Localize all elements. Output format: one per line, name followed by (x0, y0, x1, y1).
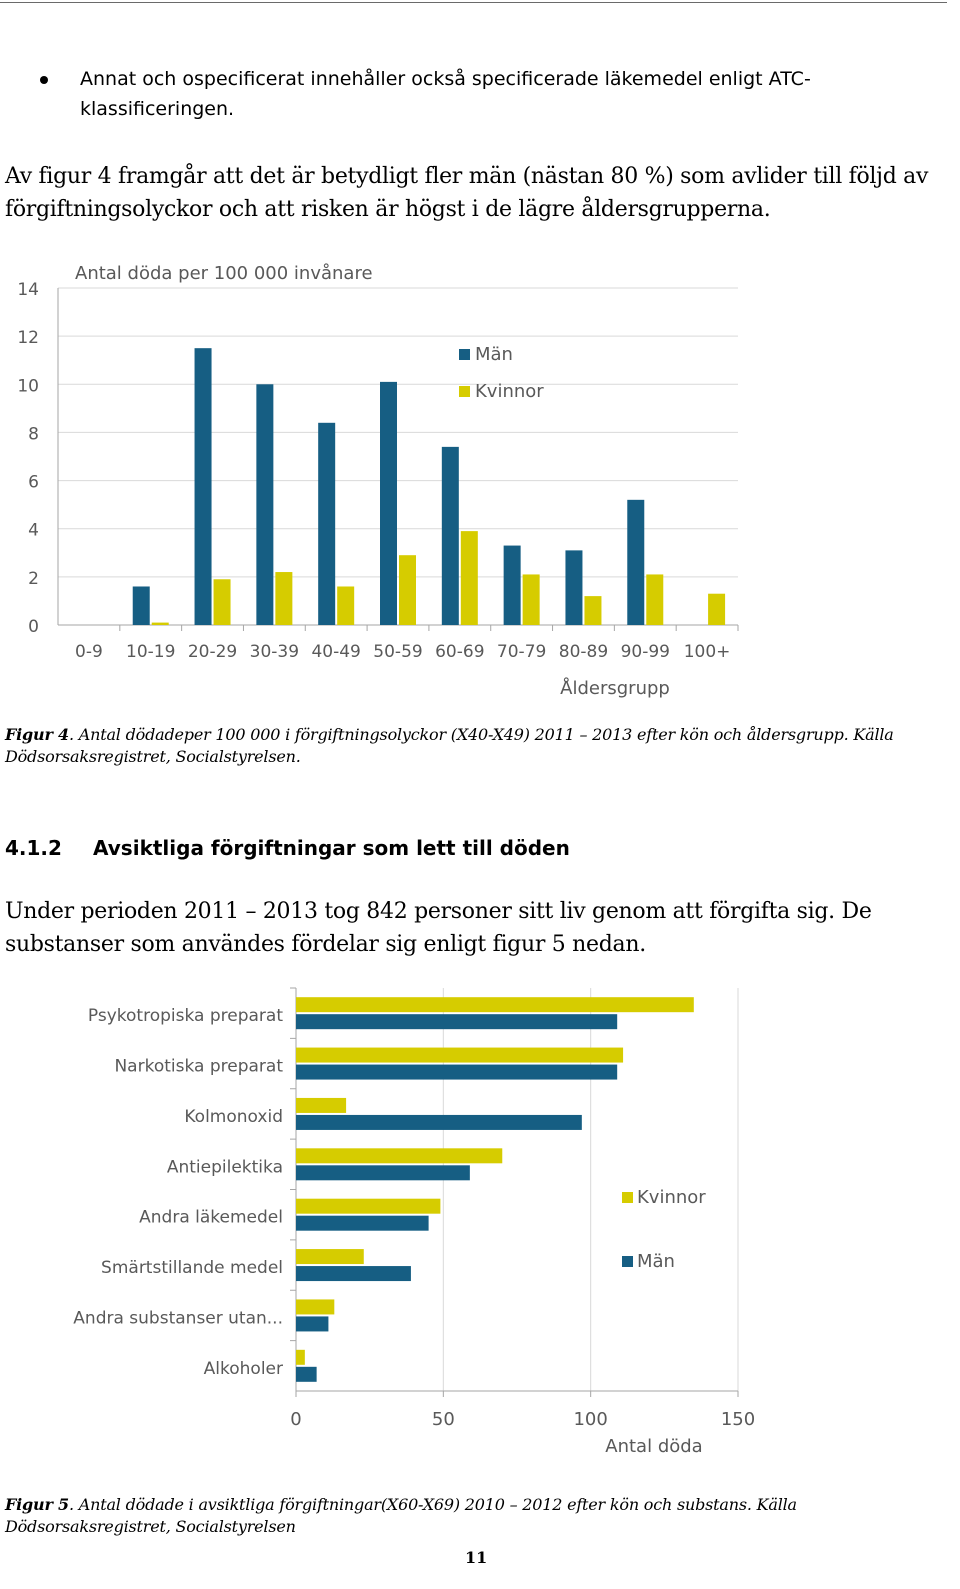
x-axis-title: Antal döda (605, 1436, 702, 1457)
paragraph-figure4-intro: Av figur 4 framgår att det är betydligt … (5, 164, 929, 222)
bar-woman (296, 1299, 335, 1315)
section-title: Avsiktliga förgiftningar som lett till d… (93, 836, 570, 860)
bar-man (256, 384, 274, 625)
bar-man (503, 545, 521, 625)
bullet-icon (40, 76, 48, 84)
legend-swatch-woman (622, 1192, 633, 1203)
x-tick-label: 10-19 (126, 642, 175, 662)
y-tick-label: 2 (28, 569, 39, 589)
y-tick-label: Alkoholer (204, 1359, 283, 1379)
section-number: 4.1.2 (5, 836, 62, 860)
figure5-svg: 0 50 100 150 Psykotropiska preparat Narkotisk… (73, 987, 755, 1457)
y-tick-label: Andra läkemedel (139, 1208, 283, 1228)
legend-swatch-man (459, 349, 470, 360)
bar-man (627, 499, 645, 625)
bar-woman (708, 593, 726, 625)
bar-woman (522, 574, 540, 625)
x-tick-label: 70-79 (497, 642, 546, 662)
bar-man (318, 422, 336, 625)
x-tick-label: 40-49 (311, 642, 360, 662)
x-axis-title: Åldersgrupp (560, 677, 670, 699)
bar-man (441, 446, 459, 625)
x-tick-label: 80-89 (559, 642, 608, 662)
bar-woman (296, 1097, 347, 1113)
y-tick-label: 6 (28, 473, 39, 493)
bar-man (296, 1064, 618, 1080)
bar-man (296, 1366, 317, 1382)
bar-woman (337, 586, 355, 625)
legend-swatch-woman (459, 386, 470, 397)
legend-label: Kvinnor (475, 381, 544, 402)
bar-man (296, 1266, 411, 1282)
y-tick-label: Kolmonoxid (184, 1107, 283, 1127)
bar-woman (296, 1047, 624, 1063)
bullet-text: Annat och ospecificerat innehåller också… (80, 68, 811, 120)
y-tick-label: Andra substanser utan... (73, 1308, 283, 1328)
bar-man (565, 550, 583, 625)
legend-swatch-man (622, 1256, 633, 1267)
x-tick-label: 0-9 (75, 642, 103, 662)
y-axis-title: Antal döda per 100 000 invånare (75, 263, 373, 284)
top-rule (0, 2, 947, 3)
bar-man (296, 1215, 429, 1231)
x-tick-label: 90-99 (621, 642, 670, 662)
figure5-caption: Figur 5. Antal dödade i avsiktliga förgi… (5, 1494, 950, 1538)
x-tick-label: 100 (573, 1409, 607, 1430)
bar-woman (584, 596, 602, 625)
bar-man (296, 1114, 582, 1130)
legend-label: Kvinnor (637, 1187, 706, 1208)
bar-man (194, 348, 212, 625)
y-tick-label: Antiepilektika (167, 1157, 283, 1177)
y-tick-label: Narkotiska preparat (114, 1057, 283, 1077)
bar-man (296, 1316, 329, 1332)
figure5-caption-text: . Antal dödade i avsiktliga förgiftninga… (5, 1495, 797, 1536)
bar-man (296, 1014, 618, 1030)
legend-label: Män (637, 1251, 675, 1272)
figure5-label: Figur 5 (5, 1495, 69, 1514)
bar-woman (296, 1198, 441, 1214)
y-tick-label: Psykotropiska preparat (88, 1006, 283, 1026)
bar-man (296, 1165, 470, 1181)
x-tick-label: 150 (721, 1409, 755, 1430)
bar-woman (399, 555, 416, 625)
x-tick-label: 50-59 (373, 642, 422, 662)
bar-man (132, 586, 150, 625)
bar-woman (460, 531, 478, 625)
figure4-label: Figur 4 (5, 725, 69, 744)
bar-woman (151, 622, 169, 625)
bar-woman (646, 574, 664, 625)
x-tick-label: 20-29 (188, 642, 237, 662)
y-tick-label: 8 (28, 424, 39, 444)
figure4-svg: 0 2 4 6 8 10 12 14 0-9 10-19 20-29 30-39 40-49 50-59 6… (17, 263, 739, 699)
figure4-caption: Figur 4. Antal dödadeper 100 000 i förgi… (5, 724, 950, 768)
paragraph-figure5-intro: Under perioden 2011 – 2013 tog 842 perso… (5, 899, 872, 957)
x-tick-label: 60-69 (435, 642, 484, 662)
x-tick-label: 0 (290, 1409, 301, 1430)
y-tick-label: 14 (17, 280, 39, 300)
bar-man (380, 381, 397, 625)
legend-label: Män (475, 344, 513, 365)
figure4-caption-text: . Antal dödadeper 100 000 i förgiftnings… (5, 725, 894, 766)
y-tick-label: 4 (28, 521, 39, 541)
x-tick-label: 30-39 (250, 642, 299, 662)
bar-woman (296, 1148, 503, 1164)
y-tick-label: Smärtstillande medel (101, 1258, 283, 1278)
bar-woman (296, 1249, 364, 1265)
x-tick-label: 50 (432, 1409, 455, 1430)
y-tick-label: 12 (17, 328, 39, 348)
x-tick-label: 100+ (684, 642, 731, 662)
bar-woman (296, 1349, 305, 1365)
y-tick-label: 10 (17, 376, 39, 396)
section-heading: 4.1.2 Avsiktliga förgiftningar som lett t… (5, 834, 570, 862)
page-number: 11 (465, 1548, 488, 1567)
bar-woman (296, 997, 694, 1013)
y-tick-label: 0 (28, 617, 39, 637)
bar-woman (275, 572, 293, 625)
bar-woman (213, 579, 231, 625)
